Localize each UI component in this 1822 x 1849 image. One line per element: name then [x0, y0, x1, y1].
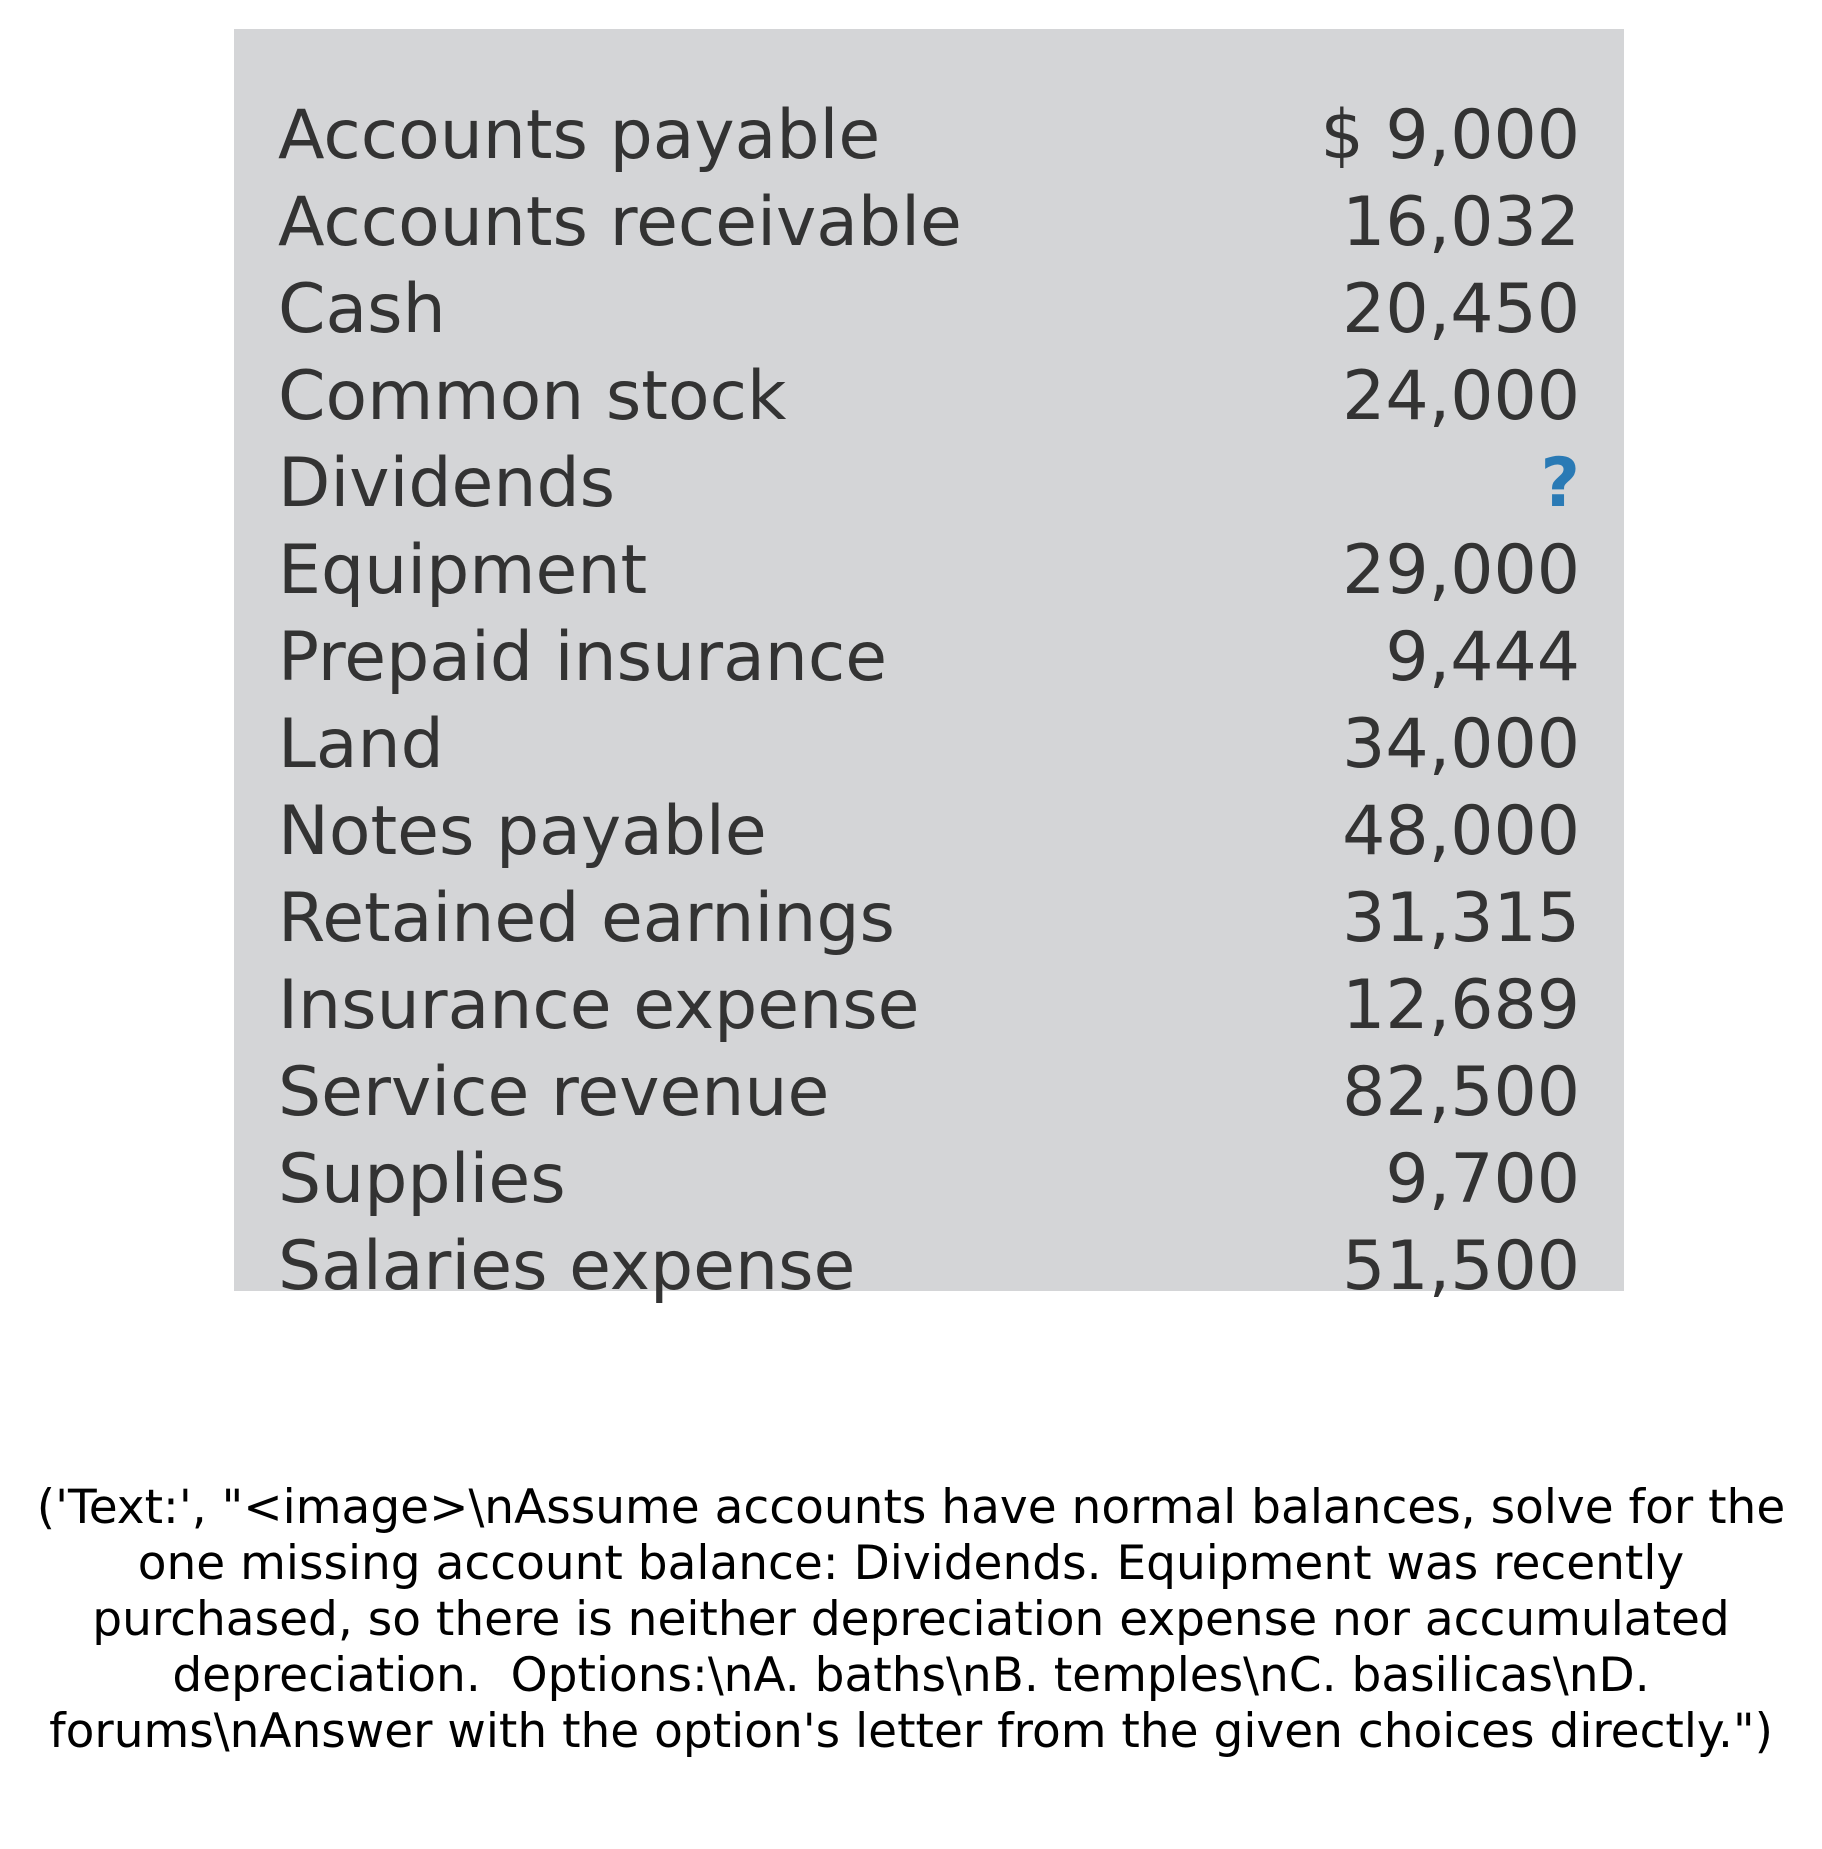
table-row: Land 34,000: [278, 700, 1580, 788]
account-label: Accounts payable: [278, 95, 881, 175]
account-label: Salaries expense: [278, 1226, 856, 1306]
table-row: Supplies 9,700: [278, 1135, 1580, 1223]
question-caption: ('Text:', "<image>\nAssume accounts have…: [36, 1480, 1801, 1759]
table-row: Equipment 29,000: [278, 526, 1580, 614]
account-amount: 34,000: [1342, 704, 1580, 784]
table-row: Dividends ?: [278, 439, 1580, 527]
table-row: Cash 20,450: [278, 265, 1580, 353]
account-balances-table: Accounts payable $ 9,000 Accounts receiv…: [234, 29, 1624, 1306]
table-row: Accounts receivable 16,032: [278, 178, 1580, 266]
table-row: Salaries expense 51,500: [278, 1222, 1580, 1310]
account-amount: 20,450: [1342, 269, 1580, 349]
account-label: Accounts receivable: [278, 182, 962, 262]
account-label: Dividends: [278, 443, 616, 523]
table-row: Prepaid insurance 9,444: [278, 613, 1580, 701]
account-label: Equipment: [278, 530, 648, 610]
account-amount: 9,700: [1385, 1139, 1580, 1219]
account-label: Notes payable: [278, 791, 767, 871]
missing-amount-marker: ?: [1540, 443, 1580, 523]
table-row: Retained earnings 31,315: [278, 874, 1580, 962]
account-amount: 24,000: [1342, 356, 1580, 436]
account-label: Land: [278, 704, 444, 784]
table-row: Common stock 24,000: [278, 352, 1580, 440]
account-amount: 9,444: [1385, 617, 1580, 697]
table-row: Service revenue 82,500: [278, 1048, 1580, 1136]
account-label: Supplies: [278, 1139, 566, 1219]
account-label: Cash: [278, 269, 446, 349]
table-row: Insurance expense 12,689: [278, 961, 1580, 1049]
account-amount: $ 9,000: [1320, 95, 1580, 175]
account-label: Retained earnings: [278, 878, 895, 958]
account-amount: 12,689: [1342, 965, 1580, 1045]
account-amount: 48,000: [1342, 791, 1580, 871]
account-amount: 29,000: [1342, 530, 1580, 610]
table-row: Notes payable 48,000: [278, 787, 1580, 875]
table-row: Accounts payable $ 9,000: [278, 91, 1580, 179]
account-amount: 31,315: [1342, 878, 1580, 958]
account-amount: 51,500: [1342, 1226, 1580, 1306]
account-label: Insurance expense: [278, 965, 920, 1045]
account-amount: 82,500: [1342, 1052, 1580, 1132]
account-label: Prepaid insurance: [278, 617, 888, 697]
account-label: Common stock: [278, 356, 787, 436]
account-label: Service revenue: [278, 1052, 830, 1132]
account-amount: 16,032: [1342, 182, 1580, 262]
